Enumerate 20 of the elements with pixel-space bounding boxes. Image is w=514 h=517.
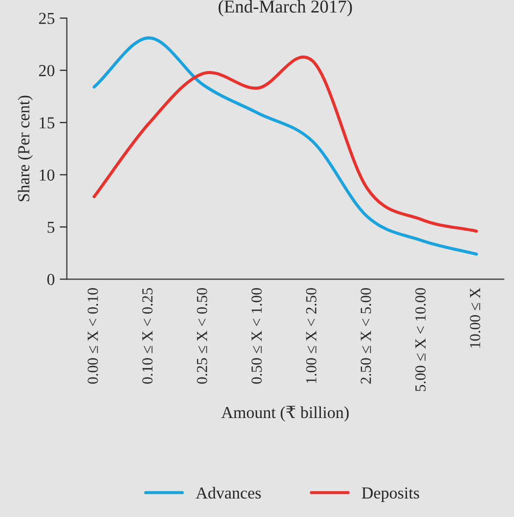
x-axis-title: Amount (₹ billion) [221,406,349,422]
x-tick-label: 0.10 ≤ X < 0.25 [142,288,153,384]
y-tick-label: 25 [39,12,54,24]
y-tick-label: 0 [47,274,54,286]
y-tick-label: 20 [39,65,54,76]
x-tick-label: 10.00 ≤ X [470,288,480,348]
legend-label: Deposits [362,487,420,502]
y-tick-label: 15 [40,117,54,128]
x-tick-label: 0.25 ≤ X < 0.50 [196,288,208,384]
y-tick-label: 10 [40,169,54,181]
x-tick-label: 2.50 ≤ X < 5.00 [360,288,372,384]
x-tick-label: 0.00 ≤ X < 0.10 [88,288,98,384]
y-axis-title: Share (Per cent) [18,96,33,202]
x-tick-label: 0.50 ≤ X < 1.00 [251,288,262,384]
y-tick-label: 5 [48,222,54,233]
chart-title: (End-March 2017) [218,0,352,16]
line-series [92,36,478,256]
x-tick-label: 1.00 ≤ X < 2.50 [306,288,316,383]
legend-label: Advances [196,486,261,499]
x-tick-label: 5.00 ≤ X < 10.00 [415,288,426,392]
